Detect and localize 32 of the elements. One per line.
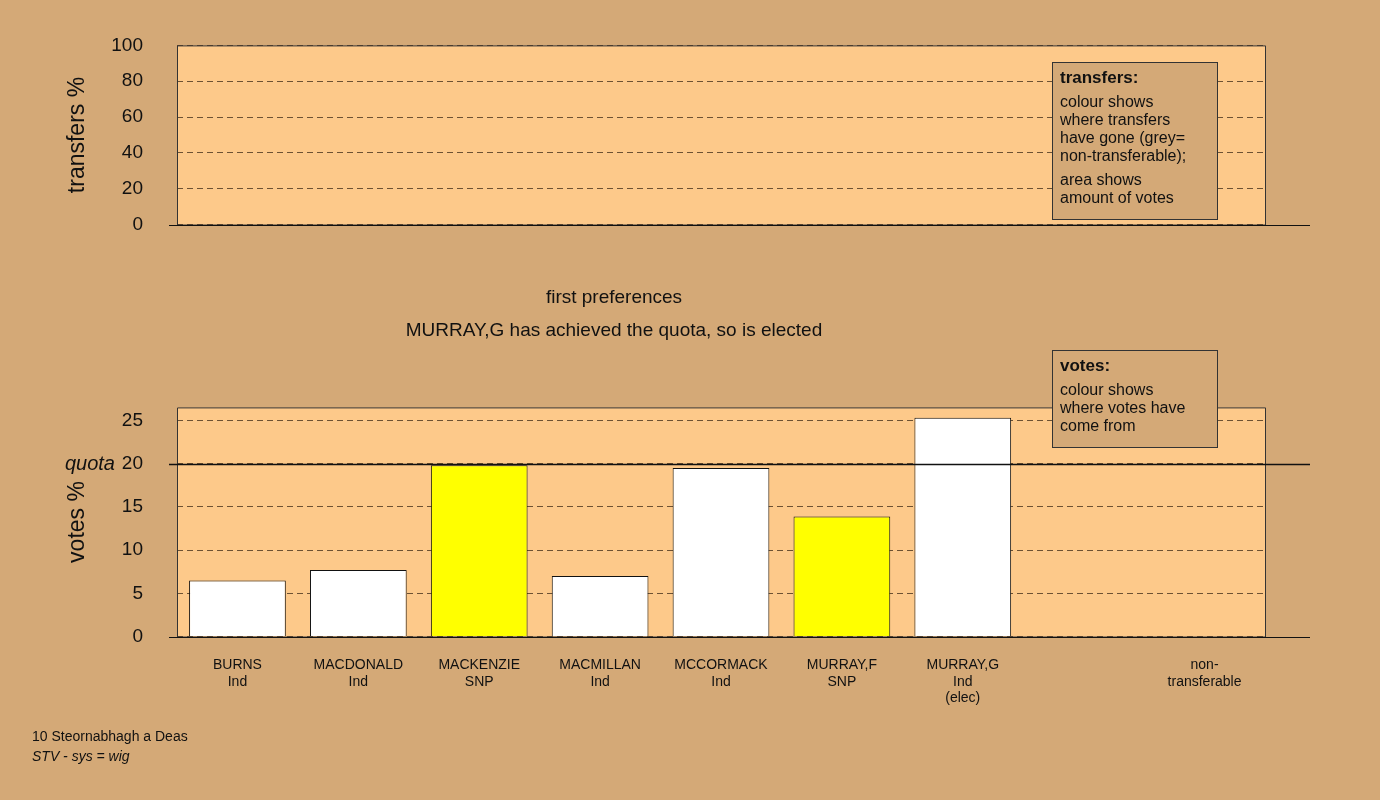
chart-title: first preferences bbox=[544, 286, 684, 308]
text: votes: bbox=[1060, 356, 1112, 375]
y-tick-label: 100 bbox=[111, 33, 143, 55]
x-tick-label: BURNS Ind bbox=[212, 655, 262, 689]
y-tick-label: 80 bbox=[121, 69, 143, 91]
x-tick-label: MACKENZIE SNP bbox=[438, 655, 521, 689]
x-tick-label: MCCORMACK Ind bbox=[674, 655, 769, 689]
annotation: colour shows where votes have come from bbox=[1060, 381, 1187, 435]
x-tick-label: MURRAY,F SNP bbox=[806, 655, 878, 689]
ref-line-label: quota bbox=[64, 452, 115, 475]
text: 10 Steornabhagh a Deas bbox=[32, 728, 188, 744]
y-axis-title: transfers % bbox=[63, 76, 90, 194]
y-tick-label: 60 bbox=[121, 105, 143, 127]
y-tick-label: 20 bbox=[121, 176, 143, 198]
y-tick-label: 20 bbox=[121, 451, 143, 473]
y-tick-label: 5 bbox=[132, 581, 143, 603]
y-tick-label: 25 bbox=[121, 408, 143, 430]
x-tick-label: MACMILLAN Ind bbox=[559, 655, 641, 689]
y-tick-label: 40 bbox=[121, 141, 143, 163]
annotation: area shows amount of votes bbox=[1060, 171, 1175, 207]
y-tick-label: 0 bbox=[132, 624, 143, 646]
x-tick-label: MURRAY,G Ind (elec) bbox=[926, 655, 1000, 706]
x-tick-label: MACDONALD Ind bbox=[313, 655, 404, 689]
y-axis-title: votes % bbox=[63, 481, 90, 563]
chart-subtitle: MURRAY,G has achieved the quota, so is elected bbox=[404, 319, 824, 341]
y-tick-label: 15 bbox=[121, 495, 143, 517]
annotation: colour shows where transfers have gone (grey= non-transferable); bbox=[1060, 93, 1188, 165]
y-tick-label: 0 bbox=[132, 212, 143, 234]
annotation: transfers: bbox=[1060, 68, 1140, 87]
x-tick-label: non- transferable bbox=[1167, 655, 1242, 689]
text: STV - sys = wig bbox=[32, 748, 130, 764]
y-tick-label: 10 bbox=[121, 538, 143, 560]
